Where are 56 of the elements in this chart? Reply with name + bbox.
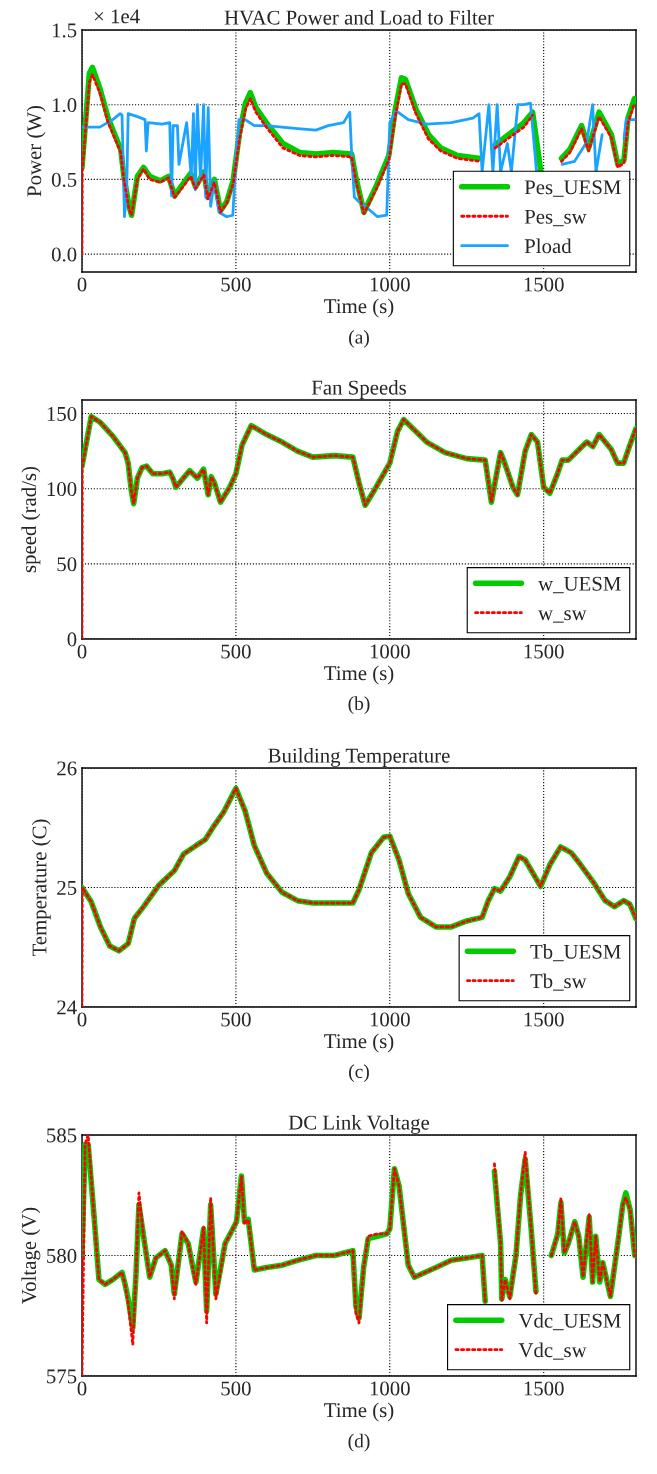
x-tick-label: 500 (221, 1381, 251, 1396)
y-tick-label: 26 (57, 761, 77, 776)
y-tick-label: 100 (47, 482, 77, 497)
legend-label: Pload (524, 238, 572, 254)
chart-title: DC Link Voltage (288, 1114, 430, 1134)
y-axis-title: Power (W) (26, 105, 46, 197)
text: × 1e4 (94, 9, 140, 24)
x-tick-label: 1000 (370, 1381, 410, 1396)
x-tick-label: 500 (221, 277, 251, 292)
x-tick-label: 1500 (524, 1012, 564, 1027)
x-axis-title: Time (s) (324, 665, 394, 685)
y-tick-label: 1.5 (52, 23, 77, 38)
x-tick-label: 0 (77, 277, 87, 292)
x-tick-label: 1500 (524, 277, 564, 292)
text: (d) (348, 1433, 370, 1452)
legend-label: Tb_UESM (530, 944, 621, 962)
x-tick-label: 0 (77, 644, 87, 659)
text: (a) (349, 330, 369, 348)
legend-label: Pes_UESM (524, 180, 621, 197)
x-tick-label: 1000 (370, 644, 410, 659)
text: (b) (348, 696, 370, 714)
text: (c) (349, 1064, 369, 1082)
chart-title: HVAC Power and Load to Filter (224, 9, 494, 25)
x-tick-label: 1500 (524, 644, 564, 659)
legend-label: w_sw (538, 610, 587, 623)
x-tick-label: 1000 (370, 1012, 410, 1027)
y-tick-label: 24 (57, 1000, 77, 1015)
y-tick-label: 580 (47, 1248, 77, 1263)
x-axis-title: Time (s) (324, 1033, 394, 1053)
x-tick-label: 500 (221, 644, 251, 659)
x-tick-label: 1500 (524, 1381, 564, 1396)
x-axis-title: Time (s) (324, 298, 394, 318)
x-tick-label: 1000 (370, 277, 410, 292)
legend-label: Vdc_UESM (518, 1313, 621, 1331)
legend-label: w_UESM (538, 576, 621, 594)
y-tick-label: 150 (47, 406, 77, 421)
y-tick-label: 585 (47, 1128, 77, 1143)
chart-title: Building Temperature (268, 747, 450, 767)
legend-label: Tb_sw (530, 973, 587, 991)
y-tick-label: 575 (47, 1369, 77, 1384)
y-axis-title: Voltage (V) (21, 1207, 41, 1304)
y-tick-label: 0.5 (51, 172, 77, 187)
y-tick-label: 1.0 (52, 98, 77, 113)
x-tick-label: 0 (77, 1012, 87, 1027)
x-tick-label: 500 (221, 1012, 251, 1027)
x-axis-title: Time (s) (324, 1402, 394, 1422)
x-tick-label: 0 (77, 1381, 87, 1396)
legend-label: Vdc_sw (518, 1342, 587, 1360)
y-tick-label: 50 (57, 557, 77, 572)
y-tick-label: 0 (67, 632, 77, 647)
y-tick-label: 25 (57, 880, 77, 895)
y-tick-label: 0.0 (51, 247, 77, 262)
chart-title: Fan Speeds (311, 379, 406, 399)
y-axis-title: Temperature (C) (31, 819, 51, 957)
y-axis-title: speed (rad/s) (21, 466, 41, 573)
legend-label: Pes_sw (524, 209, 587, 227)
